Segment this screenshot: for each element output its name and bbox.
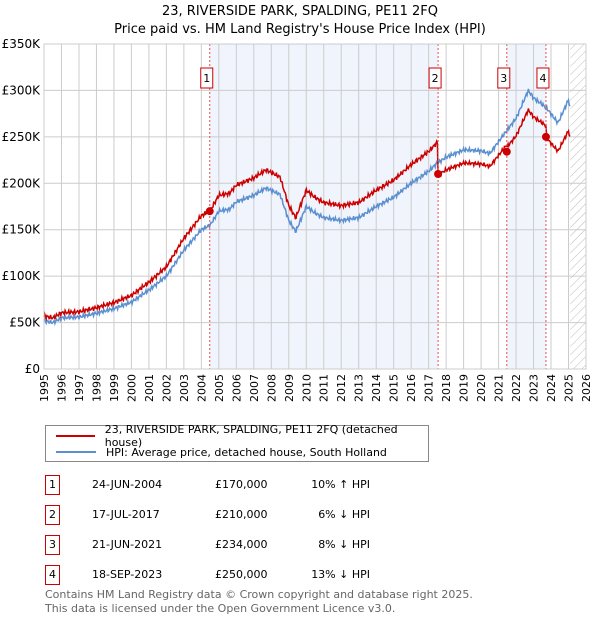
legend-property: 23, RIVERSIDE PARK, SPALDING, PE11 2FQ (…	[104, 423, 398, 449]
x-tick-label: 2007	[248, 374, 261, 402]
x-tick-label: 2014	[370, 374, 383, 402]
y-tick-label: £0	[25, 362, 40, 376]
sale-point	[502, 147, 511, 156]
x-tick-label: 2018	[440, 374, 453, 402]
y-tick-label: £300K	[2, 83, 42, 97]
sale-date: 17-JUL-2017	[92, 508, 160, 521]
sale-number: 3	[45, 535, 60, 555]
footer-licence: This data is licensed under the Open Gov…	[45, 602, 396, 615]
x-tick-label: 1995	[38, 374, 51, 402]
sale-number: 2	[45, 505, 60, 525]
sale-point	[541, 132, 550, 141]
x-tick-label: 2017	[423, 374, 436, 402]
sale-point	[434, 170, 443, 178]
sale-hpi-diff: 6% ↓ HPI	[318, 508, 370, 521]
x-tick-label: 2009	[283, 374, 296, 402]
sale-hpi-diff: 13% ↓ HPI	[311, 568, 370, 581]
x-tick-label: 2005	[213, 374, 226, 402]
y-tick-label: £200K	[2, 176, 42, 190]
legend-red-line	[56, 435, 95, 437]
shaded-period-2	[506, 44, 546, 369]
sale-point	[205, 207, 214, 216]
x-tick-label: 1996	[56, 374, 69, 402]
x-tick-label: 2022	[510, 374, 523, 402]
x-tick-label: 2026	[580, 374, 593, 402]
x-tick-label: 2012	[335, 374, 348, 402]
sale-label-box	[200, 67, 214, 89]
sale-price: £250,000	[215, 568, 268, 581]
sale-label: 4	[539, 72, 546, 85]
x-tick-label: 2008	[265, 374, 278, 402]
sale-price: £170,000	[215, 478, 268, 491]
sale-number: 1	[45, 475, 60, 495]
sale-label: 1	[203, 72, 210, 85]
plot-frame	[43, 43, 587, 370]
x-tick-label: 2004	[195, 374, 208, 402]
x-tick-label: 2011	[318, 374, 331, 402]
sale-price: £234,000	[215, 538, 268, 551]
y-tick-label: £100K	[2, 269, 42, 283]
x-tick-label: 2021	[493, 374, 506, 402]
x-tick-label: 2006	[230, 374, 243, 402]
x-tick-label: 2019	[458, 374, 471, 402]
x-tick-label: 2023	[528, 374, 541, 402]
x-tick-label: 1997	[73, 374, 86, 402]
legend-hpi: HPI: Average price, detached house, Sout…	[106, 445, 387, 459]
sale-number: 4	[45, 565, 60, 585]
sale-label: 2	[432, 72, 439, 85]
x-tick-label: 2013	[353, 374, 366, 402]
x-tick-label: 2020	[475, 374, 488, 402]
x-tick-label: 2015	[388, 374, 401, 402]
sale-label-box	[497, 67, 511, 89]
x-tick-label: 2025	[563, 374, 576, 402]
hpi-line	[43, 88, 571, 327]
legend-blue-line	[56, 451, 96, 453]
x-tick-label: 2010	[300, 374, 313, 402]
y-tick-label: £250K	[2, 130, 42, 144]
forecast-hatch	[570, 44, 586, 369]
chart-title: 23, RIVERSIDE PARK, SPALDING, PE11 2FQ	[162, 4, 438, 19]
sale-hpi-diff: 8% ↓ HPI	[318, 538, 370, 551]
sale-price: £210,000	[215, 508, 268, 521]
sale-date: 18-SEP-2023	[92, 568, 163, 581]
sale-hpi-diff: 10% ↑ HPI	[311, 478, 370, 491]
x-tick-label: 2002	[160, 374, 173, 402]
x-tick-label: 2000	[125, 374, 138, 402]
y-tick-label: £350K	[2, 37, 42, 51]
chart-subtitle: Price paid vs. HM Land Registry's House …	[114, 22, 486, 37]
sale-label-box	[428, 67, 442, 89]
sale-label: 3	[500, 72, 507, 85]
sale-label-box	[536, 67, 550, 89]
y-tick-label: £50K	[9, 316, 41, 330]
x-tick-label: 2001	[143, 374, 156, 402]
footer-copyright: Contains HM Land Registry data © Crown c…	[45, 588, 473, 601]
x-tick-label: 2024	[545, 374, 558, 402]
sale-date: 24-JUN-2004	[92, 478, 163, 491]
legend: 23, RIVERSIDE PARK, SPALDING, PE11 2FQ (…	[45, 423, 429, 462]
sale-date: 21-JUN-2021	[92, 538, 163, 551]
price-chart: 1995 1996 1997 1998 1999 2000 2001 2002 2003 2004…	[2, 37, 593, 402]
x-tick-label: 1998	[91, 374, 104, 402]
x-tick-label: 2003	[178, 374, 191, 402]
x-tick-label: 2016	[405, 374, 418, 402]
y-tick-label: £150K	[2, 223, 42, 237]
property-price-line	[43, 108, 571, 322]
x-tick-label: 1999	[108, 374, 121, 402]
